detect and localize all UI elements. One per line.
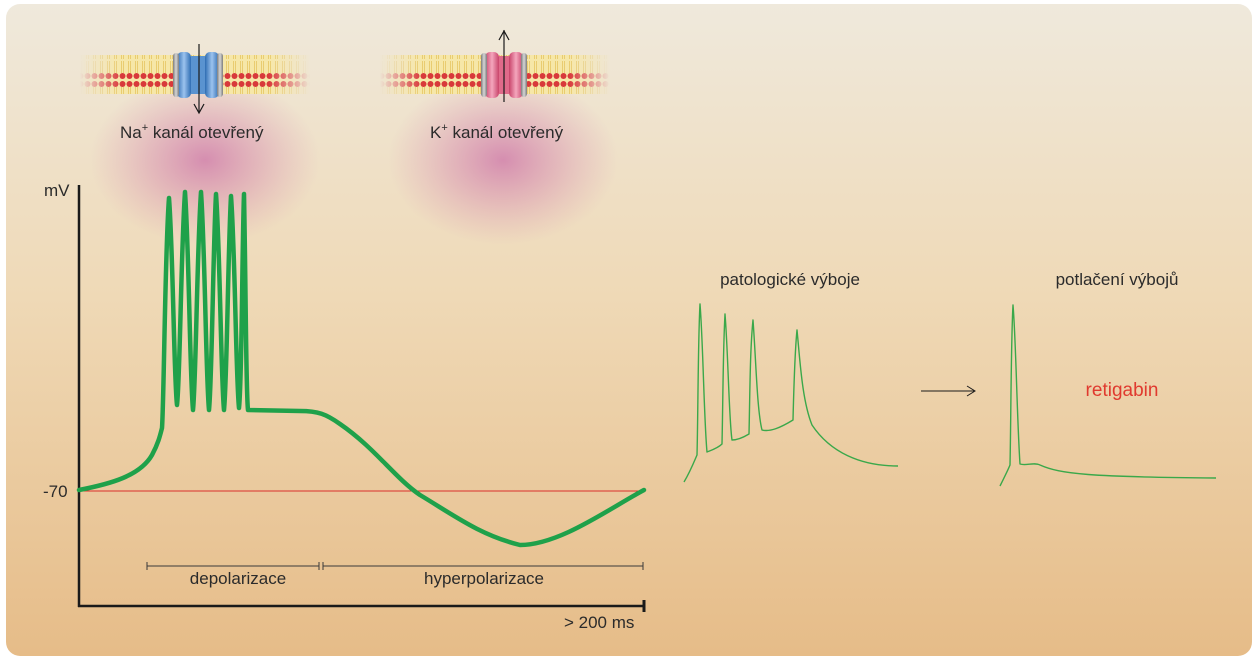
na-glow [90, 75, 320, 245]
k-glow [388, 75, 618, 245]
pathological-trace [683, 303, 899, 483]
suppressed-title: potlačení výbojů [1056, 270, 1179, 289]
suppressed-trace [999, 304, 1217, 487]
y-unit-label: mV [44, 181, 70, 200]
k-channel-icon [481, 29, 527, 102]
na-channel-label: Na+ kanál otevřený [120, 122, 264, 142]
pathological-title: patologické výboje [720, 270, 860, 289]
resting-potential-label: -70 [43, 482, 68, 501]
depolarization-label: depolarizace [190, 569, 286, 588]
na-channel-icon [173, 44, 223, 115]
hyperpolarization-label: hyperpolarizace [424, 569, 544, 588]
transition-arrow [921, 385, 976, 397]
main-trace [76, 189, 647, 548]
main-axes [77, 185, 646, 612]
retigabin-label: retigabin [1086, 380, 1159, 401]
phase-brackets [146, 562, 644, 570]
k-channel-label: K+ kanál otevřený [430, 122, 564, 142]
x-axis-label: > 200 ms [564, 613, 634, 632]
